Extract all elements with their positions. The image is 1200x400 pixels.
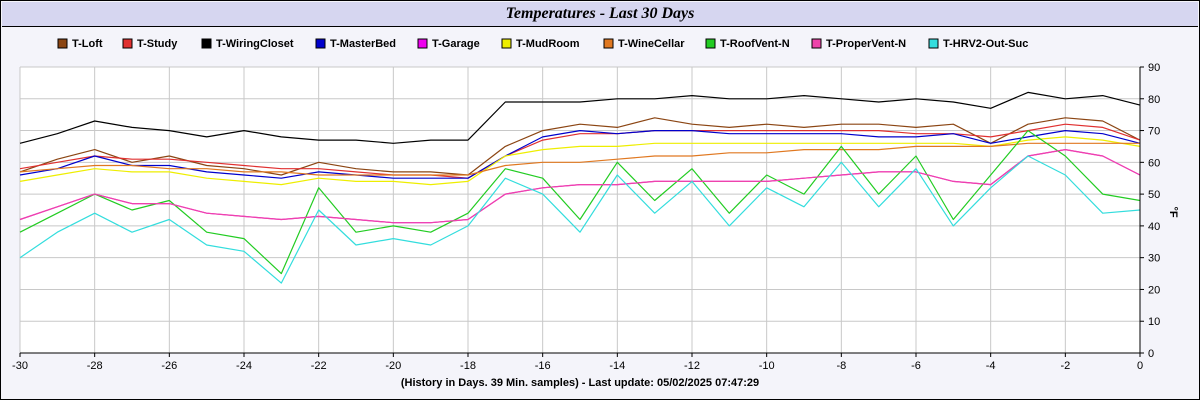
- legend-swatch-t-mudroom: [501, 38, 512, 49]
- series-line-t-winecellar: [19, 142, 1140, 176]
- legend-label-t-masterbed: T-MasterBed: [330, 38, 396, 50]
- legend-label-t-study: T-Study: [137, 38, 178, 50]
- y-tick-label: 80: [1148, 94, 1160, 106]
- x-tick-label: -6: [911, 360, 921, 372]
- legend-label-t-loft: T-Loft: [72, 38, 103, 50]
- legend-swatch-t-propervent-n: [811, 38, 822, 49]
- legend-swatch-t-roofvent-n: [705, 38, 716, 49]
- x-tick-label: -22: [311, 360, 327, 372]
- series-line-t-propervent-n: [19, 149, 1141, 224]
- x-tick-label: -12: [684, 360, 700, 372]
- y-axis-label: °F: [1167, 206, 1179, 217]
- legend-label-t-winecellar: T-WineCellar: [618, 38, 685, 50]
- x-tick-label: -14: [609, 360, 625, 372]
- y-tick-label: 0: [1148, 348, 1154, 360]
- legend-label-t-wiringcloset: T-WiringCloset: [216, 38, 294, 50]
- x-tick-label: 0: [1137, 360, 1143, 372]
- x-tick-label: -18: [460, 360, 476, 372]
- legend-swatch-t-garage: [417, 38, 428, 49]
- x-tick-label: -10: [759, 360, 775, 372]
- y-tick-label: 70: [1148, 126, 1160, 138]
- y-tick-label: 10: [1148, 316, 1160, 328]
- y-tick-label: 20: [1148, 284, 1160, 296]
- legend-label-t-mudroom: T-MudRoom: [516, 38, 580, 50]
- series-line-t-hrv2-out-suc: [19, 155, 1141, 284]
- x-axis-label: (History in Days. 39 Min. samples) - Las…: [401, 377, 759, 389]
- legend-swatch-t-hrv2-out-suc: [928, 38, 939, 49]
- series-line-t-loft: [19, 117, 1141, 176]
- legend-swatch-t-wiringcloset: [201, 38, 212, 49]
- series-line-t-wiringcloset: [19, 91, 1141, 144]
- series-line-t-masterbed: [19, 130, 1141, 179]
- y-tick-label: 30: [1148, 253, 1160, 265]
- legend-label-t-roofvent-n: T-RoofVent-N: [720, 38, 790, 50]
- x-tick-label: -30: [12, 360, 28, 372]
- x-tick-label: -8: [836, 360, 846, 372]
- series-line-t-mudroom: [19, 136, 1141, 186]
- y-tick-label: 40: [1148, 221, 1160, 233]
- y-tick-label: 90: [1148, 62, 1160, 74]
- y-tick-label: 50: [1148, 189, 1160, 201]
- x-tick-label: -24: [236, 360, 252, 372]
- legend-swatch-t-loft: [57, 38, 68, 49]
- legend-swatch-t-winecellar: [603, 38, 614, 49]
- y-tick-label: 60: [1148, 157, 1160, 169]
- x-tick-label: -4: [986, 360, 996, 372]
- title-bar: Temperatures - Last 30 Days: [2, 2, 1198, 27]
- legend-label-t-garage: T-Garage: [432, 38, 480, 50]
- legend-swatch-t-masterbed: [315, 38, 326, 49]
- chart-title: Temperatures - Last 30 Days: [505, 5, 695, 22]
- x-tick-label: -26: [161, 360, 177, 372]
- x-tick-label: -28: [87, 360, 103, 372]
- legend-swatch-t-study: [122, 38, 133, 49]
- x-tick-label: -20: [385, 360, 401, 372]
- x-tick-label: -16: [535, 360, 551, 372]
- plot-area: [20, 67, 1140, 353]
- x-tick-label: -2: [1060, 360, 1070, 372]
- legend-label-t-propervent-n: T-ProperVent-N: [826, 38, 906, 50]
- legend-label-t-hrv2-out-suc: T-HRV2-Out-Suc: [943, 38, 1028, 50]
- series-line-t-roofvent-n: [19, 130, 1141, 275]
